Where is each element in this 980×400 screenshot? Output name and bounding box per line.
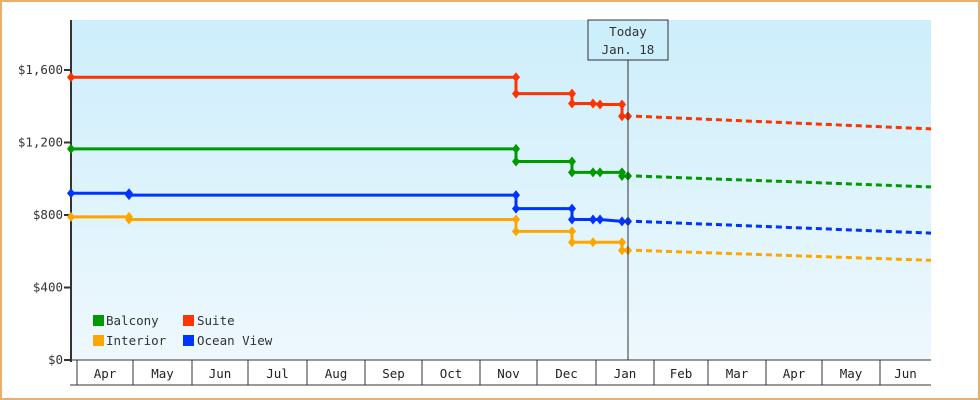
- x-tick-label: May: [151, 366, 174, 381]
- data-point-marker: [589, 237, 597, 248]
- plot-area: [71, 20, 931, 360]
- x-tick-label: Apr: [783, 366, 806, 381]
- legend-swatch: [183, 335, 194, 346]
- legend-swatch: [93, 315, 104, 326]
- y-axis: $0 $400 $800 $1,200 $1,600: [18, 20, 72, 367]
- data-point-marker: [596, 167, 604, 178]
- data-point-marker: [568, 98, 576, 109]
- x-tick-label: Feb: [670, 366, 693, 381]
- legend-item-suite: Suite: [183, 313, 235, 328]
- data-point-marker: [596, 99, 604, 110]
- x-tick-label: Mar: [726, 366, 749, 381]
- data-point-marker: [568, 214, 576, 225]
- legend-swatch: [93, 335, 104, 346]
- data-point-marker: [512, 156, 520, 167]
- data-point-marker: [568, 167, 576, 178]
- today-label: Today: [609, 24, 647, 39]
- svg-text:Balcony: Balcony: [106, 313, 159, 328]
- legend-item-ocean-view: Ocean View: [183, 333, 273, 348]
- x-tick-label: Apr: [94, 366, 117, 381]
- svg-text:Suite: Suite: [197, 313, 235, 328]
- data-point-marker: [618, 111, 626, 122]
- x-axis: Apr May Jun Jul Aug Sep Oct Nov Dec Jan Feb Mar Apr M…: [70, 359, 931, 386]
- data-point-marker: [596, 214, 604, 225]
- y-tick-label: $1,200: [18, 135, 63, 150]
- data-point-marker: [67, 211, 75, 222]
- series-suite: [67, 72, 932, 131]
- x-tick-label: Aug: [325, 366, 348, 381]
- data-point-marker: [512, 88, 520, 99]
- x-tick-label: Sep: [382, 366, 405, 381]
- x-tick-label: Jul: [266, 366, 289, 381]
- data-point-marker: [568, 203, 576, 214]
- data-point-marker: [67, 72, 75, 83]
- x-tick-label: Nov: [497, 366, 520, 381]
- data-point-marker: [67, 188, 75, 199]
- svg-text:Ocean View: Ocean View: [197, 333, 273, 348]
- data-point-marker: [67, 143, 75, 154]
- data-point-marker: [618, 99, 626, 110]
- x-tick-label: Jan: [614, 366, 637, 381]
- data-point-marker: [512, 203, 520, 214]
- data-point-marker: [589, 98, 597, 109]
- data-point-marker: [512, 214, 520, 225]
- series-balcony: [67, 143, 932, 189]
- data-point-marker: [568, 237, 576, 248]
- today-marker: Today Jan. 18: [587, 19, 669, 360]
- today-date: Jan. 18: [602, 42, 655, 57]
- data-point-marker: [589, 167, 597, 178]
- data-point-marker: [568, 88, 576, 99]
- data-point-marker: [618, 245, 626, 256]
- data-point-marker: [512, 143, 520, 154]
- x-tick-label: Dec: [555, 366, 578, 381]
- data-point-marker: [589, 214, 597, 225]
- legend-item-balcony: Balcony: [93, 313, 159, 328]
- y-tick-label: $0: [48, 352, 63, 367]
- legend: Balcony Suite Interior Ocean View: [93, 313, 273, 348]
- x-tick-label: Jun: [209, 366, 232, 381]
- data-point-marker: [568, 156, 576, 167]
- series-interior: [67, 211, 932, 262]
- data-point-marker: [618, 237, 626, 248]
- data-point-marker: [618, 216, 626, 227]
- x-tick-label: May: [840, 366, 863, 381]
- data-point-marker: [512, 72, 520, 83]
- data-point-marker: [568, 226, 576, 237]
- y-tick-label: $800: [33, 207, 63, 222]
- legend-item-interior: Interior: [93, 333, 167, 348]
- data-point-marker: [125, 214, 133, 225]
- legend-swatch: [183, 315, 194, 326]
- y-tick-label: $400: [33, 280, 63, 295]
- data-point-marker: [512, 226, 520, 237]
- svg-text:Interior: Interior: [106, 333, 167, 348]
- data-point-marker: [512, 190, 520, 201]
- x-tick-label: Oct: [440, 366, 463, 381]
- data-point-marker: [125, 190, 133, 201]
- series-lines: [67, 72, 932, 262]
- series-ocean-view: [67, 188, 932, 235]
- y-tick-label: $1,600: [18, 62, 63, 77]
- data-point-marker: [618, 171, 626, 182]
- x-tick-label: Jun: [894, 366, 917, 381]
